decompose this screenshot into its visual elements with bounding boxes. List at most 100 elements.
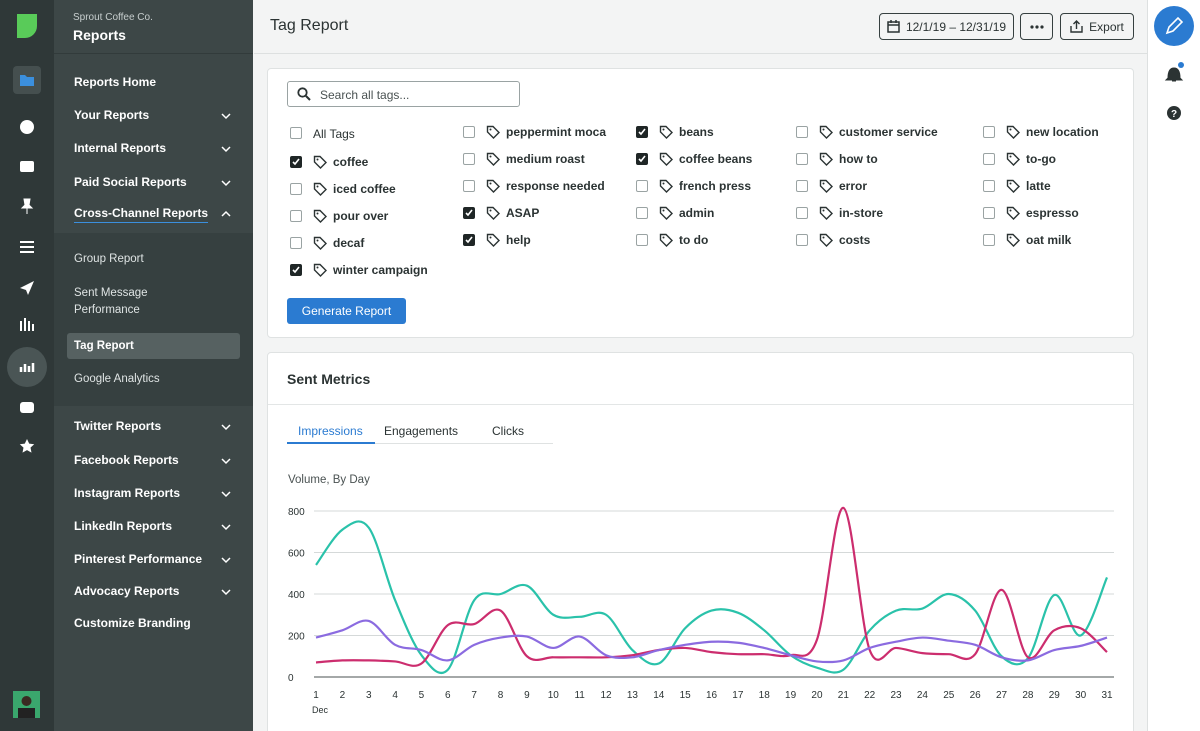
checkbox[interactable] [796, 207, 808, 219]
tag-icon [486, 233, 500, 247]
tag-label[interactable]: to do [679, 233, 709, 247]
checkbox[interactable] [290, 127, 302, 139]
sub-item[interactable]: Group Report [74, 253, 144, 265]
x-tick-label: 24 [917, 690, 929, 701]
checkbox[interactable] [463, 126, 475, 138]
nav-item[interactable]: Twitter Reports [74, 419, 162, 433]
sub-item[interactable]: Sent Message Performance [74, 287, 148, 316]
sub-item[interactable]: Google Analytics [74, 373, 160, 385]
tag-label[interactable]: latte [1026, 179, 1051, 193]
x-tick-label: 2 [340, 690, 346, 701]
tag-icon [819, 206, 833, 220]
help-icon[interactable] [1167, 106, 1181, 120]
tag-label[interactable]: response needed [506, 179, 605, 193]
nav-item[interactable]: Internal Reports [74, 141, 167, 155]
checkbox[interactable] [636, 126, 648, 138]
checkbox[interactable] [463, 234, 475, 246]
tag-icon-path [486, 125, 500, 139]
check-mark [638, 155, 646, 163]
tag-label[interactable]: how to [839, 152, 878, 166]
generate-button[interactable]: Generate Report [287, 298, 406, 324]
tag-icon-path [819, 152, 833, 166]
checkbox[interactable] [463, 180, 475, 192]
tab[interactable]: Clicks [492, 424, 524, 438]
nav-item[interactable]: Facebook Reports [74, 453, 179, 467]
tag-icon-hole [662, 236, 665, 239]
tag-label[interactable]: help [506, 233, 531, 247]
tag-label[interactable]: error [839, 179, 868, 193]
checkbox[interactable] [636, 207, 648, 219]
tag-icon [819, 125, 833, 139]
tab[interactable]: Impressions [298, 424, 363, 438]
date-range-button[interactable]: 12/1/19 – 12/31/19 [879, 13, 1014, 40]
chevron-path [221, 113, 231, 120]
search-box[interactable]: Search all tags... [287, 81, 520, 107]
nav-item[interactable]: Instagram Reports [74, 486, 181, 500]
tag-label[interactable]: admin [679, 206, 715, 220]
more-button[interactable] [1020, 13, 1053, 40]
tag-label[interactable]: customer service [839, 125, 938, 139]
nav-item[interactable]: Reports Home [74, 75, 157, 89]
search-placeholder: Search all tags... [320, 88, 410, 102]
export-button[interactable]: Export [1060, 13, 1134, 40]
bot-icon [20, 402, 34, 413]
tag-label[interactable]: ASAP [506, 206, 540, 220]
tag-label[interactable]: to-go [1026, 152, 1056, 166]
checkbox[interactable] [463, 207, 475, 219]
tag-label[interactable]: medium roast [506, 152, 585, 166]
sidebar-title: Reports [73, 27, 126, 43]
nav-item[interactable]: Customize Branding [74, 616, 191, 630]
sub-item[interactable]: Tag Report [74, 340, 134, 352]
tab[interactable]: Engagements [384, 424, 459, 438]
checkbox[interactable] [796, 126, 808, 138]
compose-button[interactable] [1154, 6, 1194, 46]
checkbox[interactable] [290, 183, 302, 195]
tag-label[interactable]: beans [679, 125, 714, 139]
nav-item[interactable]: Paid Social Reports [74, 175, 187, 189]
tag-label[interactable]: in-store [839, 206, 884, 220]
checkbox[interactable] [796, 180, 808, 192]
tag-icon-hole [489, 155, 492, 158]
checkbox[interactable] [290, 264, 302, 276]
checkbox[interactable] [636, 180, 648, 192]
tag-label[interactable]: pour over [333, 209, 389, 223]
nav-item[interactable]: LinkedIn Reports [74, 519, 173, 533]
tag-label[interactable]: peppermint moca [506, 125, 607, 139]
checkbox[interactable] [636, 153, 648, 165]
tag-label[interactable]: french press [679, 179, 752, 193]
folder-icon [20, 75, 34, 86]
checkbox[interactable] [983, 126, 995, 138]
checkbox[interactable] [983, 180, 995, 192]
x-tick-label: 20 [811, 690, 823, 701]
x-tick-label: 18 [759, 690, 771, 701]
nav-item[interactable]: Cross-Channel Reports [74, 206, 209, 223]
bell-icon[interactable] [1164, 67, 1184, 82]
chevron-path [221, 146, 231, 153]
tag-label[interactable]: oat milk [1026, 233, 1072, 247]
tag-label[interactable]: coffee [333, 155, 369, 169]
tag-label[interactable]: espresso [1026, 206, 1079, 220]
checkbox[interactable] [983, 207, 995, 219]
checkbox[interactable] [983, 234, 995, 246]
checkbox[interactable] [636, 234, 648, 246]
tag-label[interactable]: winter campaign [333, 263, 428, 277]
all-tags-label[interactable]: All Tags [313, 127, 355, 141]
active-reports-bg [7, 347, 47, 387]
checkbox[interactable] [290, 156, 302, 168]
tag-label[interactable]: iced coffee [333, 182, 396, 196]
listening-icon [20, 318, 34, 331]
tag-label[interactable]: decaf [333, 236, 365, 250]
checkbox[interactable] [796, 153, 808, 165]
nav-item[interactable]: Advocacy Reports [74, 584, 180, 598]
checkbox[interactable] [796, 234, 808, 246]
checkbox[interactable] [983, 153, 995, 165]
tag-label[interactable]: new location [1026, 125, 1099, 139]
tag-label[interactable]: coffee beans [679, 152, 753, 166]
checkbox[interactable] [290, 210, 302, 222]
tag-label[interactable]: costs [839, 233, 871, 247]
nav-item[interactable]: Your Reports [74, 108, 150, 122]
nav-item[interactable]: Pinterest Performance [74, 552, 203, 566]
tag-icon-hole [316, 212, 319, 215]
checkbox[interactable] [290, 237, 302, 249]
checkbox[interactable] [463, 153, 475, 165]
